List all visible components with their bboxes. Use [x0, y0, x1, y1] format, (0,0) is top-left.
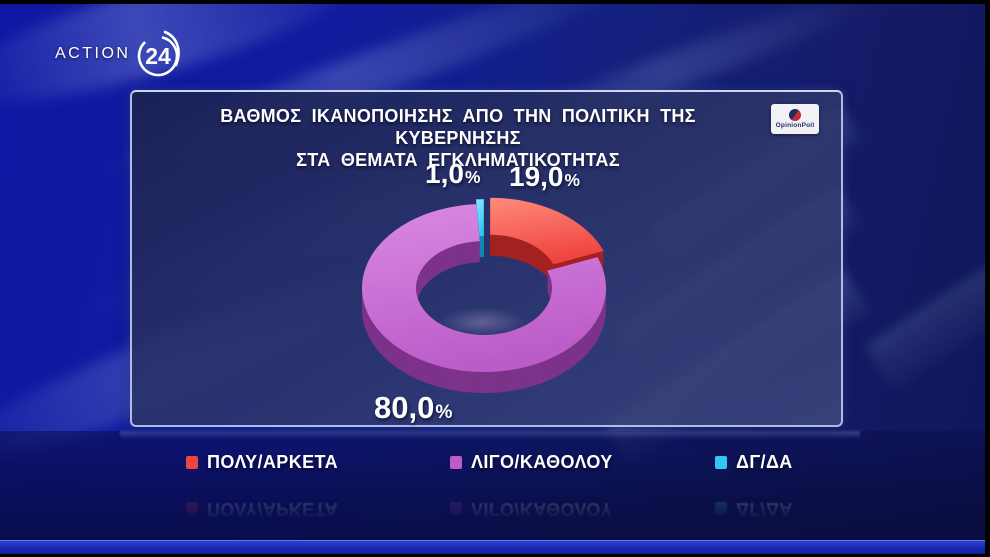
frame-bar-top	[0, 0, 990, 4]
value-label-dg-da: 1,0%	[425, 158, 481, 189]
legend-reflection: ΠΟΛΥ/ΑΡΚΕΤΑ ΛΙΓΟ/ΚΑΘΟΛΟΥ ΔΓ/ΔΑ	[0, 489, 990, 523]
value-label-ligo-katholou: 80,0%	[374, 390, 453, 425]
legend-item-ligo-katholou: ΛΙΓΟ/ΚΑΘΟΛΟΥ	[450, 452, 613, 473]
legend-swatch-red	[186, 456, 198, 469]
chart-title: ΒΑΘΜΟΣ ΙΚΑΝΟΠΟΙΗΣΗΣ ΑΠΟ ΤΗΝ ΠΟΛΙΤΙΚΗ ΤΗΣ…	[132, 105, 841, 171]
svg-text:24: 24	[146, 43, 172, 69]
channel-24-emblem: 24	[138, 30, 181, 77]
legend-swatch-purple	[450, 502, 462, 515]
opinionpoll-logo: OpinionPoll	[771, 104, 819, 134]
opinionpoll-circle-icon	[789, 109, 801, 121]
channel-name-text: ACTION	[55, 45, 131, 62]
chart-panel: ΒΑΘΜΟΣ ΙΚΑΝΟΠΟΙΗΣΗΣ ΑΠΟ ΤΗΝ ΠΟΛΙΤΙΚΗ ΤΗΣ…	[130, 90, 843, 427]
legend-item-poly-arketa: ΠΟΛΥ/ΑΡΚΕΤΑ	[186, 452, 338, 473]
donut-chart	[361, 197, 606, 393]
lower-third-strip	[0, 540, 990, 555]
panel-reflection-glow	[120, 431, 860, 439]
legend-swatch-cyan	[715, 502, 727, 515]
studio-floor	[0, 431, 990, 557]
legend-swatch-cyan	[715, 456, 727, 469]
legend-item-dg-da: ΔΓ/ΔΑ	[715, 452, 793, 473]
action24-logo: ACTION 24	[55, 28, 185, 80]
legend-swatch-purple	[450, 456, 462, 469]
opinionpoll-wordmark: OpinionPoll	[775, 122, 815, 129]
chart-title-line2: ΣΤΑ ΘΕΜΑΤΑ ΕΓΚΛΗΜΑΤΙΚΟΤΗΤΑΣ	[296, 150, 620, 170]
legend-reflection-item: ΔΓ/ΔΑ	[715, 498, 793, 519]
frame-bar-right	[985, 0, 990, 557]
chart-title-line1: ΒΑΘΜΟΣ ΙΚΑΝΟΠΟΙΗΣΗΣ ΑΠΟ ΤΗΝ ΠΟΛΙΤΙΚΗ ΤΗΣ…	[220, 106, 696, 148]
legend-reflection-item: ΠΟΛΥ/ΑΡΚΕΤΑ	[186, 498, 338, 519]
chart-legend: ΠΟΛΥ/ΑΡΚΕΤΑ ΛΙΓΟ/ΚΑΘΟΛΟΥ ΔΓ/ΔΑ	[0, 452, 990, 478]
legend-swatch-red	[186, 502, 198, 515]
value-label-poly-arketa: 19,0%	[509, 161, 580, 192]
legend-reflection-item: ΛΙΓΟ/ΚΑΘΟΛΟΥ	[450, 498, 613, 519]
frame-bar-bottom	[0, 554, 990, 557]
